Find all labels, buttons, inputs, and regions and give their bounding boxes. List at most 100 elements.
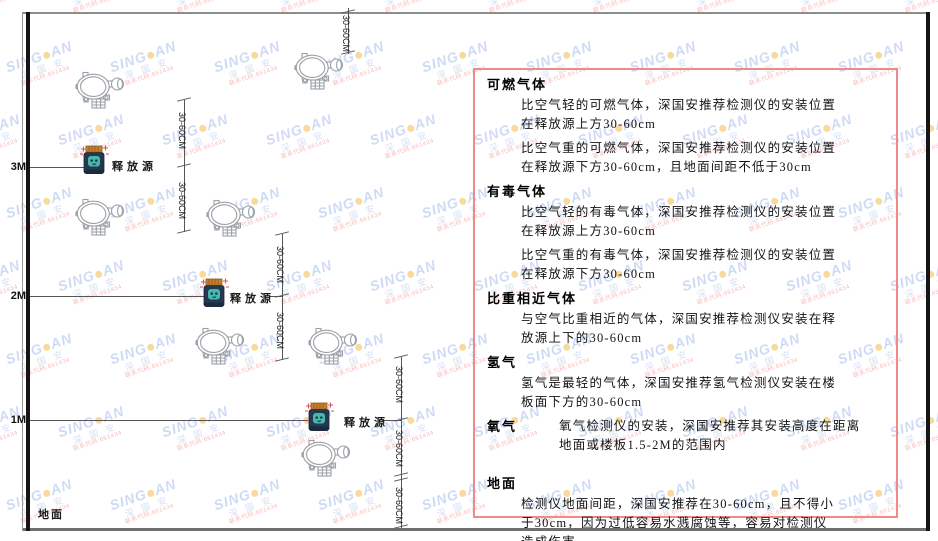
section-paragraph: 氧气检测仪的安装，深国安推荐其安装高度在距离地面或楼板1.5-2M的范围内 <box>559 419 861 452</box>
release-source-icon <box>199 278 229 308</box>
watermark-dot-icon <box>458 488 468 498</box>
axis-label-1m: 1M <box>10 414 26 426</box>
axis-label-3m: 3M <box>10 161 26 173</box>
watermark-dot-icon <box>42 196 52 206</box>
watermark-dot-icon <box>458 50 468 60</box>
dim-tick <box>177 229 191 234</box>
dimension-line-ceiling <box>348 8 349 54</box>
dim-label: 30-60CM <box>394 487 404 525</box>
section-heading: 比重相近气体 <box>487 291 578 306</box>
section-toxic-gas: 有毒气体 比空气轻的有毒气体，深国安推荐检测仪的安装位置在释放源上方30-60c… <box>487 182 886 284</box>
watermark-dot-icon <box>42 50 52 60</box>
dim-label: 30-60CM <box>177 112 187 150</box>
gas-detector-icon <box>75 198 125 236</box>
dim-label: 30-60CM <box>275 312 285 350</box>
ground-label: 地面 <box>38 509 64 521</box>
watermark-dot-icon <box>94 123 104 133</box>
dimension-line-3m <box>184 100 185 232</box>
left-frame-line <box>22 12 23 531</box>
gas-detector-icon <box>301 439 351 477</box>
dim-label: 30-60CM <box>275 246 285 284</box>
section-ground: 地面 检测仪地面间距，深国安推荐在30-60cm，且不得小于30cm，因为过低容… <box>487 474 886 541</box>
watermark-dot-icon <box>94 269 104 279</box>
left-wall-axis <box>26 12 30 531</box>
dim-label: 30-60CM <box>394 366 404 404</box>
watermark-dot-icon <box>42 488 52 498</box>
gas-detector-icon <box>294 52 344 90</box>
installation-guideline-panel: 可燃气体 比空气轻的可燃气体，深国安推荐检测仪的安装位置在释放源上方30-60c… <box>473 68 898 541</box>
watermark-dot-icon <box>42 342 52 352</box>
dim-tick <box>275 357 289 362</box>
section-heading: 地面 <box>487 476 518 491</box>
release-source-label: 释放源 <box>230 293 275 305</box>
ceiling-line <box>22 12 930 14</box>
section-spacer <box>487 465 886 474</box>
gas-detector-icon <box>206 199 256 237</box>
section-paragraph: 比空气轻的有毒气体，深国安推荐检测仪的安装位置在释放源上方30-60cm <box>521 205 837 238</box>
dim-label: 30-60CM <box>394 430 404 468</box>
right-wall <box>926 12 930 531</box>
axis-label-2m: 2M <box>10 290 26 302</box>
release-source-label: 释放源 <box>344 417 389 429</box>
section-paragraph: 检测仪地面间距，深国安推荐在30-60cm，且不得小于30cm，因为过低容易水溅… <box>521 497 835 541</box>
watermark-dot-icon <box>354 488 364 498</box>
watermark-dot-icon <box>770 50 780 60</box>
section-paragraph: 比空气重的可燃气体，深国安推荐检测仪的安装位置在释放源下方30-60cm，且地面… <box>521 141 837 174</box>
dimension-line-2m <box>282 234 283 360</box>
watermark-dot-icon <box>666 50 676 60</box>
watermark-dot-icon <box>250 50 260 60</box>
gas-detector-icon <box>195 327 245 365</box>
watermark-dot-icon <box>562 50 572 60</box>
section-heading: 有毒气体 <box>487 184 548 199</box>
level-line-2m <box>30 296 204 297</box>
watermark-dot-icon <box>302 269 312 279</box>
watermark-dot-icon <box>146 196 156 206</box>
release-source-icon <box>304 402 334 432</box>
watermark-dot-icon <box>302 123 312 133</box>
dim-label: 30-60CM <box>341 15 351 53</box>
gas-detector-icon <box>75 71 125 109</box>
section-paragraph: 与空气比重相近的气体，深国安推荐检测仪安装在释放源上下的30-60cm <box>521 312 837 345</box>
section-heading: 氧气 <box>487 419 518 434</box>
gas-detector-icon <box>308 327 358 365</box>
section-combustible-gas: 可燃气体 比空气轻的可燃气体，深国安推荐检测仪的安装位置在释放源上方30-60c… <box>487 75 886 177</box>
watermark-dot-icon <box>458 342 468 352</box>
level-line-3m <box>30 167 84 168</box>
section-heading: 氢气 <box>487 355 518 370</box>
section-paragraph: 比空气轻的可燃气体，深国安推荐检测仪的安装位置在释放源上方30-60cm <box>521 98 837 131</box>
section-similar-density-gas: 比重相近气体 与空气比重相近的气体，深国安推荐检测仪安装在释放源上下的30-60… <box>487 289 886 348</box>
watermark-dot-icon <box>406 123 416 133</box>
section-paragraph: 比空气重的有毒气体，深国安推荐检测仪的安装位置在释放源下方30-60cm <box>521 248 837 281</box>
watermark-dot-icon <box>146 342 156 352</box>
section-paragraph: 氢气是最轻的气体，深国安推荐氢气检测仪安装在楼板面下方的30-60cm <box>521 376 837 409</box>
watermark-dot-icon <box>250 342 260 352</box>
ground-line <box>22 528 930 531</box>
watermark-dot-icon <box>146 488 156 498</box>
